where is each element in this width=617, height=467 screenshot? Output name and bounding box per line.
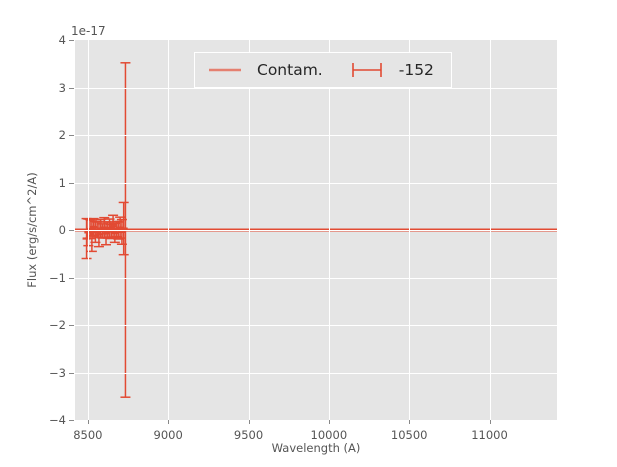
y-tick-label: −3 <box>49 365 66 380</box>
y-tick-mark <box>69 372 74 374</box>
y-tick-label: −2 <box>49 318 66 332</box>
x-tick-mark <box>87 420 89 424</box>
legend-errorbar-marker-icon <box>349 61 385 79</box>
x-tick-mark <box>409 420 411 424</box>
y-tick-label: 2 <box>58 128 66 142</box>
y-gridline <box>75 230 557 231</box>
legend-entry-contam: Contam. <box>207 53 323 87</box>
y-tick-label: −1 <box>49 270 66 285</box>
legend-line-marker-icon <box>207 61 243 79</box>
x-tick-mark <box>168 420 170 424</box>
legend-label-spectrum: -152 <box>398 61 434 79</box>
x-tick-mark <box>489 420 491 424</box>
x-tick-label: 10000 <box>310 428 348 442</box>
y-tick-mark <box>69 135 74 136</box>
y-tick-label: −4 <box>49 413 66 427</box>
x-tick-label: 10500 <box>390 428 428 442</box>
y-tick-mark <box>69 40 74 41</box>
y-axis-offset-text: 1e-17 <box>71 24 106 38</box>
y-gridline <box>75 372 557 374</box>
x-tick-mark <box>248 420 250 424</box>
y-gridline <box>75 325 557 326</box>
y-gridline <box>75 277 557 279</box>
x-axis-label: Wavelength (A) <box>271 441 361 455</box>
x-tick-label: 9000 <box>153 428 183 442</box>
y-axis-label: Flux (erg/s/cm^2/A) <box>25 172 39 288</box>
legend-label-contam: Contam. <box>257 61 323 79</box>
y-tick-mark <box>69 277 74 279</box>
y-tick-label: 4 <box>58 33 66 47</box>
y-tick-mark <box>69 87 74 89</box>
y-tick-mark <box>69 325 74 326</box>
y-tick-label: 3 <box>58 80 66 95</box>
y-tick-mark <box>69 230 74 231</box>
y-tick-mark <box>69 420 74 421</box>
legend-entry-spectrum: -152 <box>349 53 434 87</box>
y-tick-label: 1 <box>58 175 66 190</box>
y-tick-mark <box>69 182 74 184</box>
y-gridline <box>75 182 557 184</box>
y-gridline <box>75 135 557 136</box>
x-tick-label: 8500 <box>73 428 103 442</box>
x-tick-label: 11000 <box>471 428 508 442</box>
y-tick-label: 0 <box>58 223 66 237</box>
plot-axes <box>75 40 557 420</box>
x-tick-mark <box>328 420 330 424</box>
x-tick-label: 9500 <box>233 428 264 442</box>
y-gridline <box>75 87 557 89</box>
chart-legend: Contam. -152 <box>194 52 452 88</box>
